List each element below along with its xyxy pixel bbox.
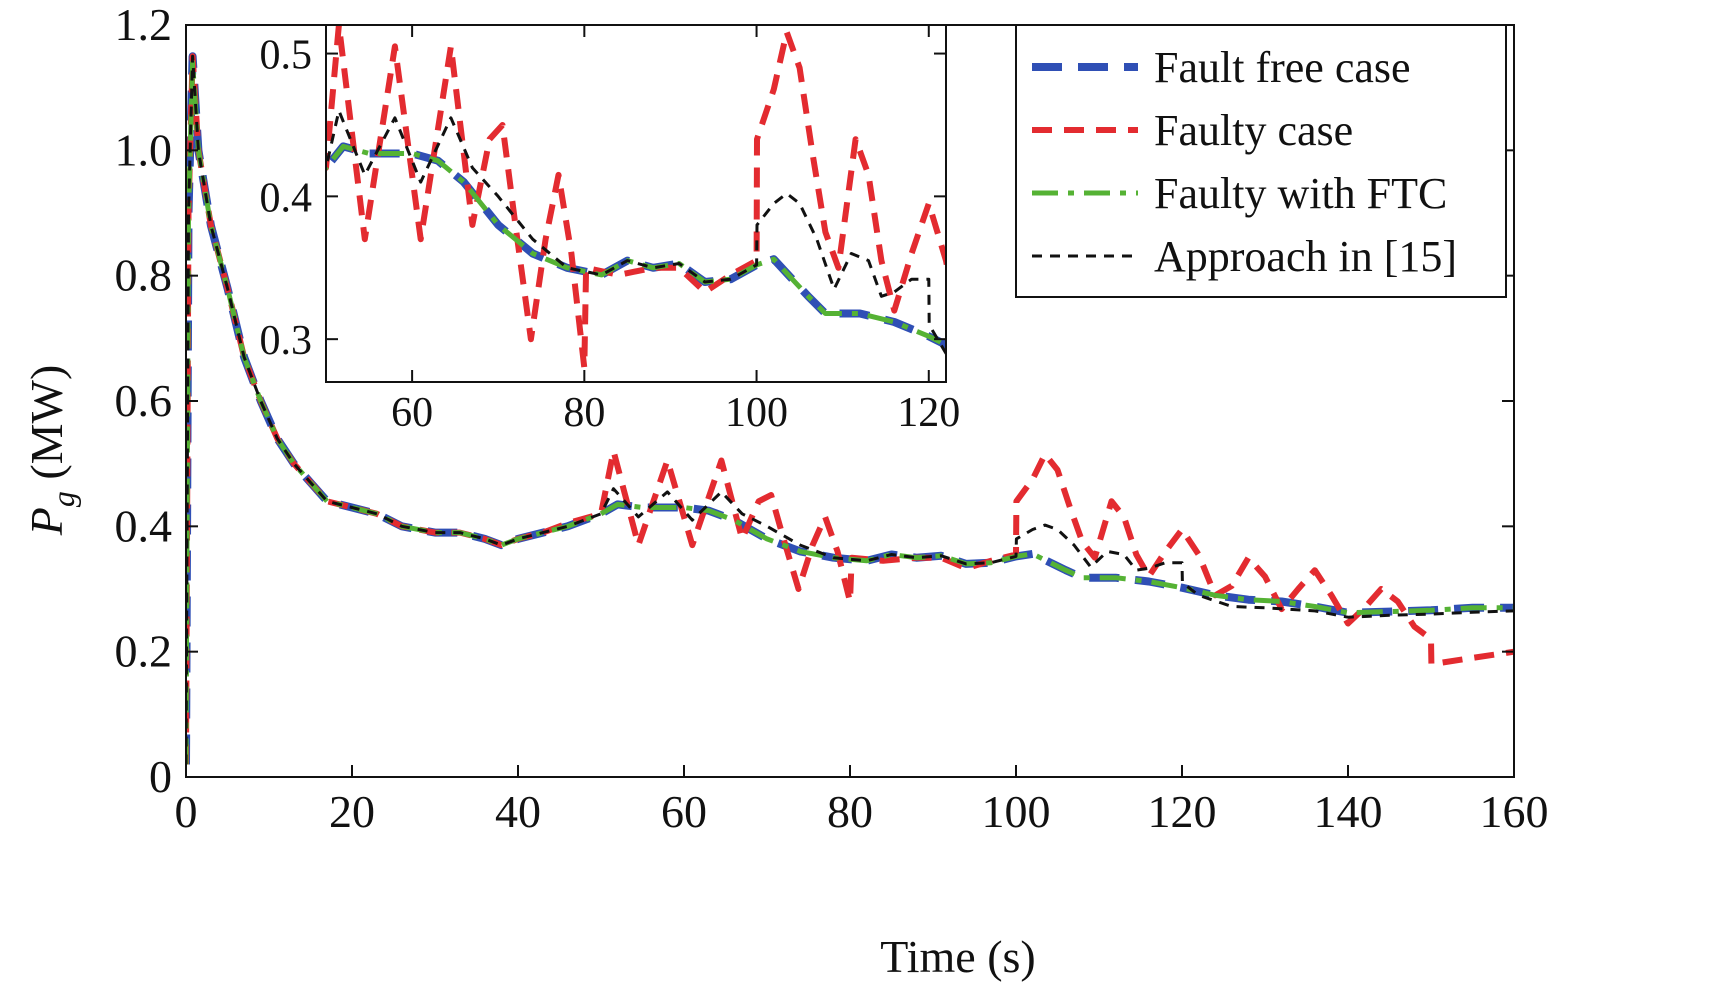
main-x-tick-label: 120 [1148,786,1217,837]
axis-labels: Time (s) Pg (MW) [21,365,1036,982]
main-x-tick-label: 160 [1480,786,1549,837]
main-y-tick-label: 0.6 [115,375,173,426]
inset-x-tick-label: 80 [563,390,605,436]
inset-y-tick-label: 0.3 [260,318,313,364]
main-x-tick-label: 80 [827,786,873,837]
main-x-tick-label: 60 [661,786,707,837]
main-x-tick-label: 40 [495,786,541,837]
y-axis-label: Pg (MW) [21,365,81,537]
inset-background [326,25,946,382]
main-y-tick-label: 0.2 [115,626,173,677]
inset-x-tick-label: 120 [897,390,960,436]
main-x-tick-label: 0 [175,786,198,837]
main-x-tick-label: 20 [329,786,375,837]
main-series-faulty-with-ftc [186,60,1514,765]
legend-label: Faulty case [1154,106,1353,155]
legend-label: Fault free case [1154,43,1411,92]
inset-plot-area: 60 80 100 120 0.3 0.4 0.5 [260,24,960,436]
main-x-tick-label: 140 [1314,786,1383,837]
x-axis-label: Time (s) [880,931,1036,982]
inset-x-tick-label: 60 [391,390,433,436]
inset-frame [325,24,947,383]
main-series-group [186,52,1514,765]
legend-label: Faulty with FTC [1154,169,1447,218]
main-series-approach-in-15 [186,54,1514,765]
main-x-tick-label: 100 [982,786,1051,837]
main-y-tick-label: 1.2 [115,0,173,50]
legend-label: Approach in [15] [1154,232,1457,281]
main-y-tick-label: 0 [149,751,172,802]
main-y-tick-label: 0.8 [115,250,173,301]
inset-y-tick-label: 0.5 [260,33,313,79]
inset-y-tick-label: 0.4 [260,175,313,221]
main-y-tick-label: 0.4 [115,500,173,551]
main-y-tick-label: 1.0 [115,124,173,175]
inset-x-tick-label: 100 [725,390,788,436]
inset-series-approach-in-15 [326,109,946,356]
legend: Fault free case Faulty case Faulty with FT… [1015,24,1507,298]
